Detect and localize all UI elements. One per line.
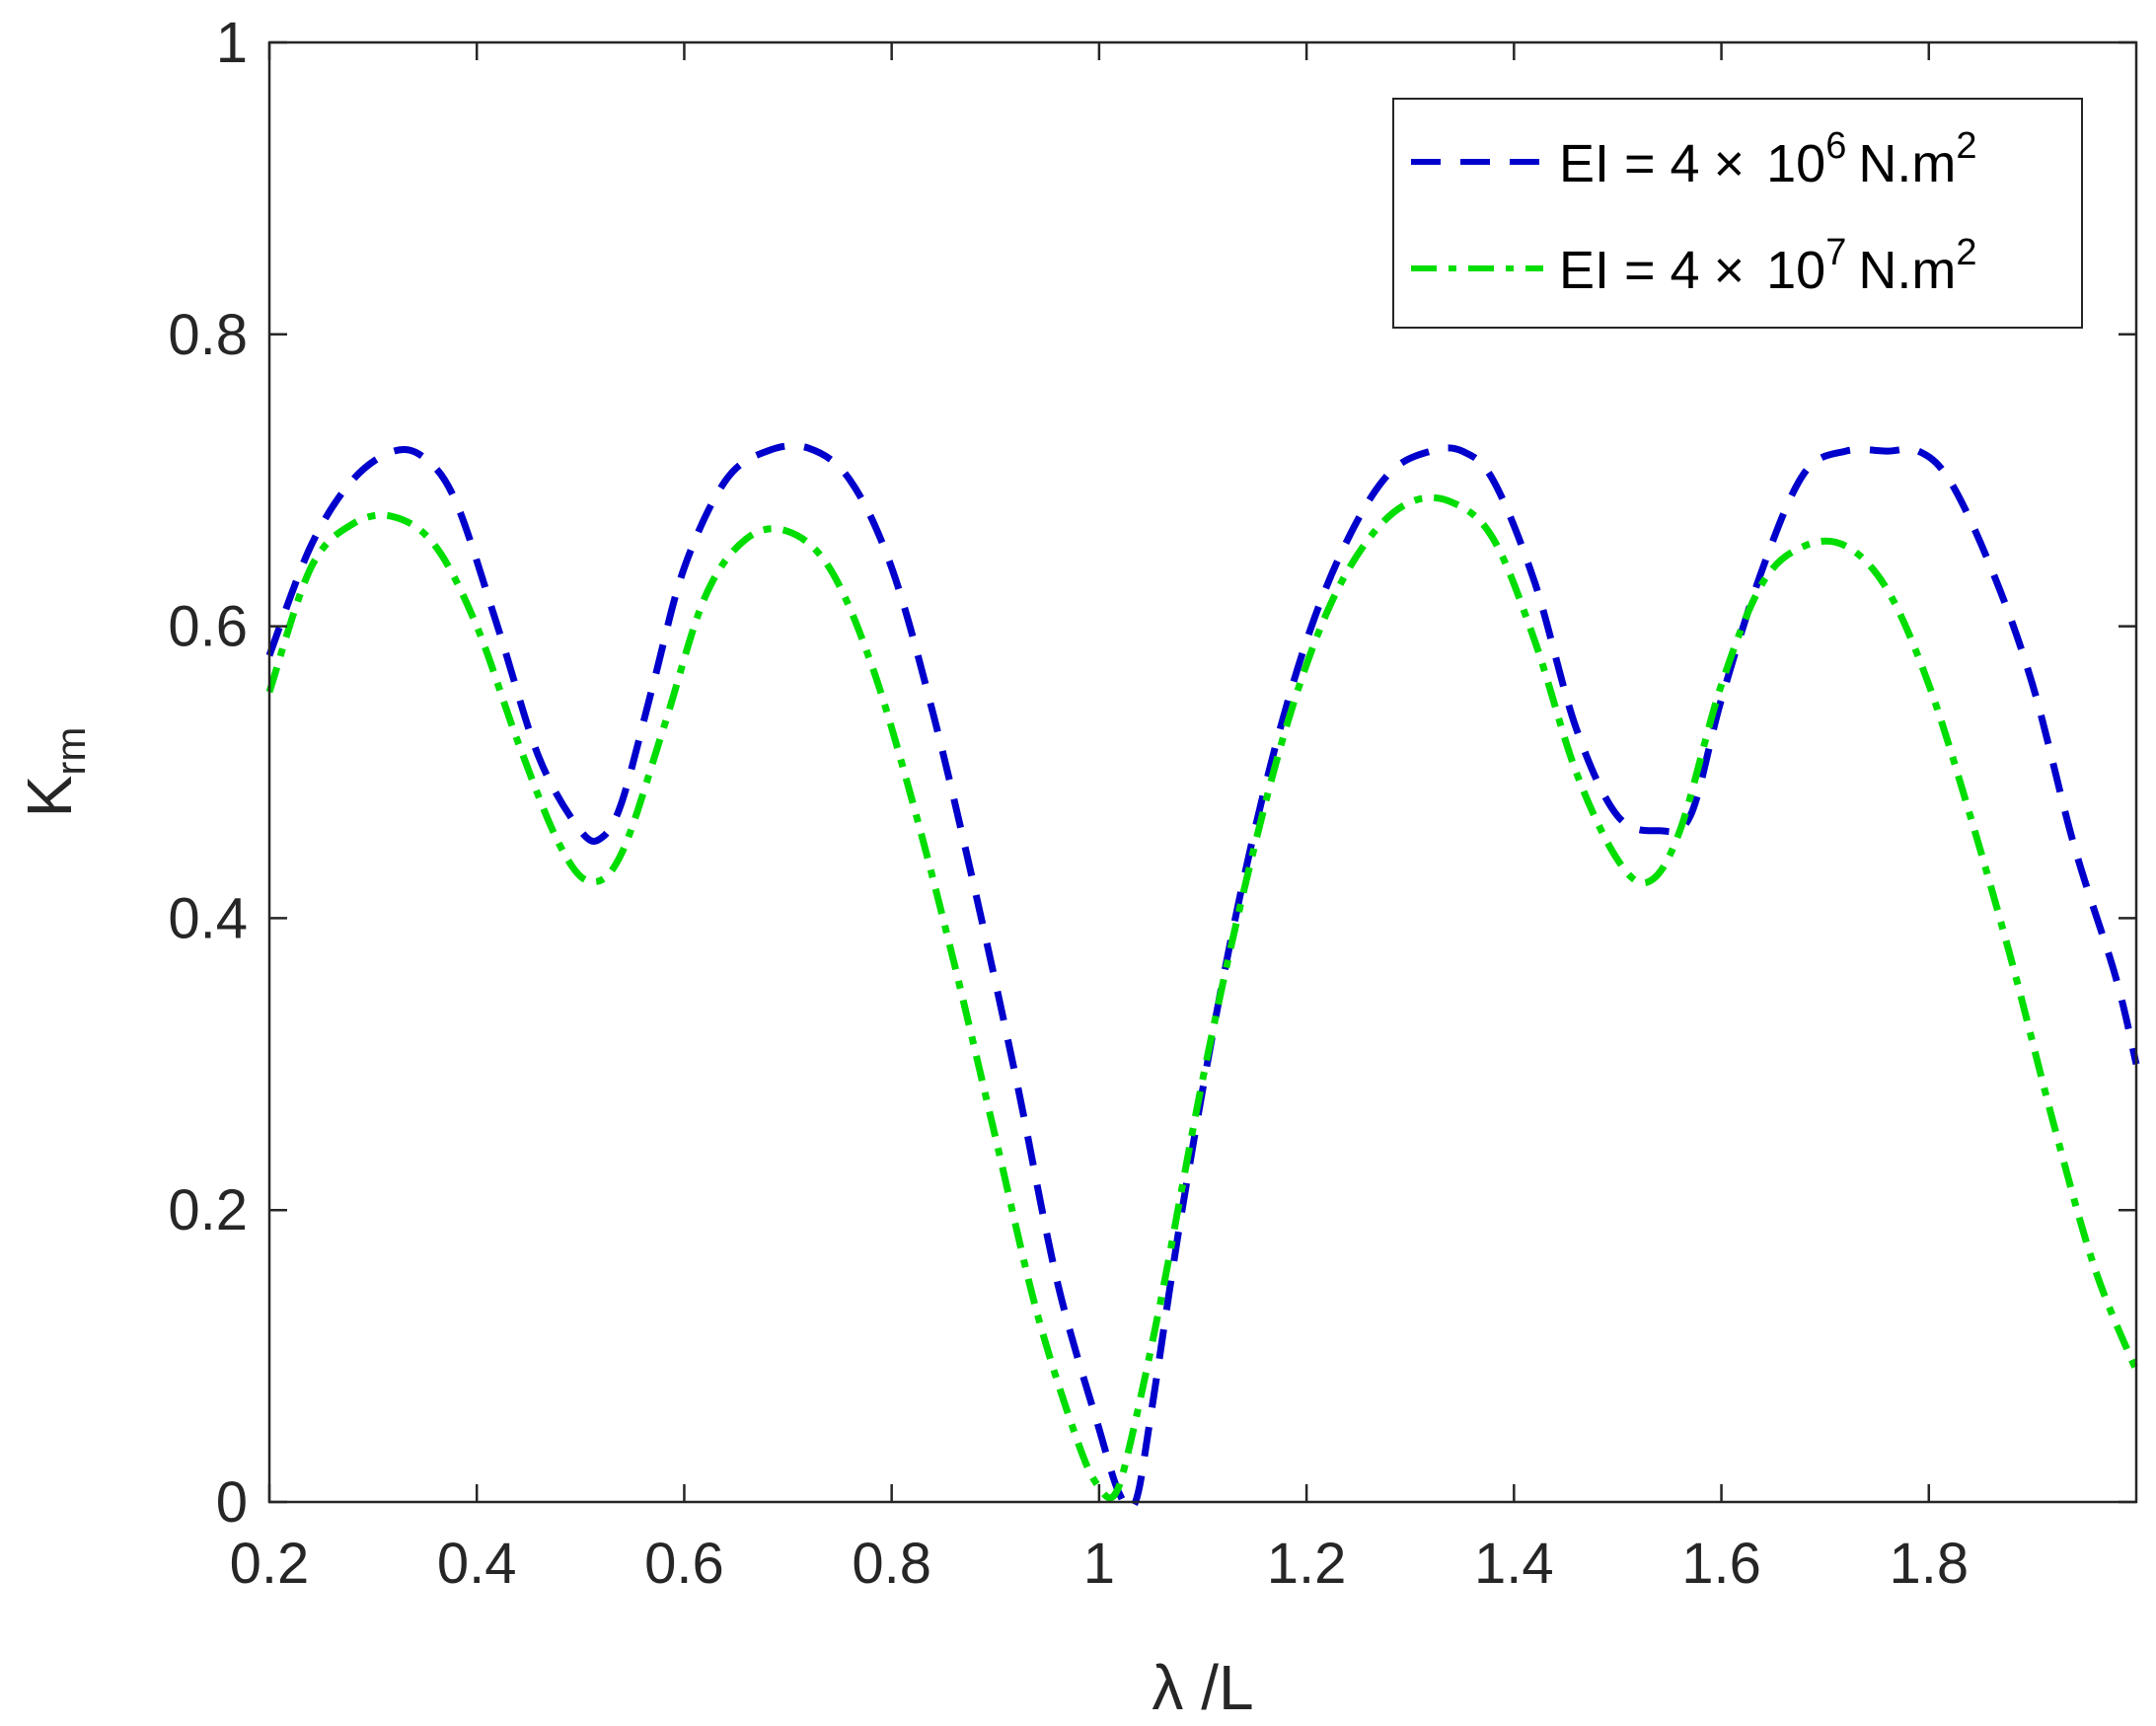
y-tick-label: 0.8 [168,303,248,367]
x-tick-label: 1.8 [1889,1532,1969,1596]
axes-frame [267,40,2138,1504]
x-tick-label: 0.8 [852,1532,931,1596]
series-line-2 [265,493,2140,1502]
x-tick-label: 1.2 [1267,1532,1347,1596]
x-tick-label: 0.4 [437,1532,517,1596]
series-line-1 [265,442,2140,1513]
y-tick-label: 0.6 [168,595,248,659]
x-tick-label: 1.4 [1474,1532,1554,1596]
legend: EI = 4 × 106 N.m2 EI = 4 × 107 N.m2 [1392,98,2083,329]
y-axis-label-subscript: rm [47,727,94,776]
y-tick-label: 0 [216,1470,248,1535]
legend-label-series-1: EI = 4 × 106 N.m2 [1559,125,1976,193]
x-tick-label: 0.6 [644,1532,724,1596]
y-axis-label-main: K [14,776,85,818]
y-axis-label: Krm [14,727,94,818]
x-tick-label: 0.2 [230,1532,310,1596]
x-tick-label: 1 [1083,1532,1115,1596]
y-tick-label: 1 [216,11,248,75]
axes-layer [267,40,2138,1504]
legend-label-series-2: EI = 4 × 107 N.m2 [1559,232,1976,300]
y-tick-label: 0.4 [168,886,248,950]
legend-box [1392,98,2083,329]
y-tick-label: 0.2 [168,1178,248,1242]
x-axis-label: λ /L [1152,1652,1253,1723]
series-layer [265,442,2140,1513]
x-tick-label: 1.6 [1681,1532,1761,1596]
ticks-layer: 0.2 0.4 0.6 0.8 1 1.2 1.4 1.6 1.800.20.40.60.81 [168,11,2136,1596]
